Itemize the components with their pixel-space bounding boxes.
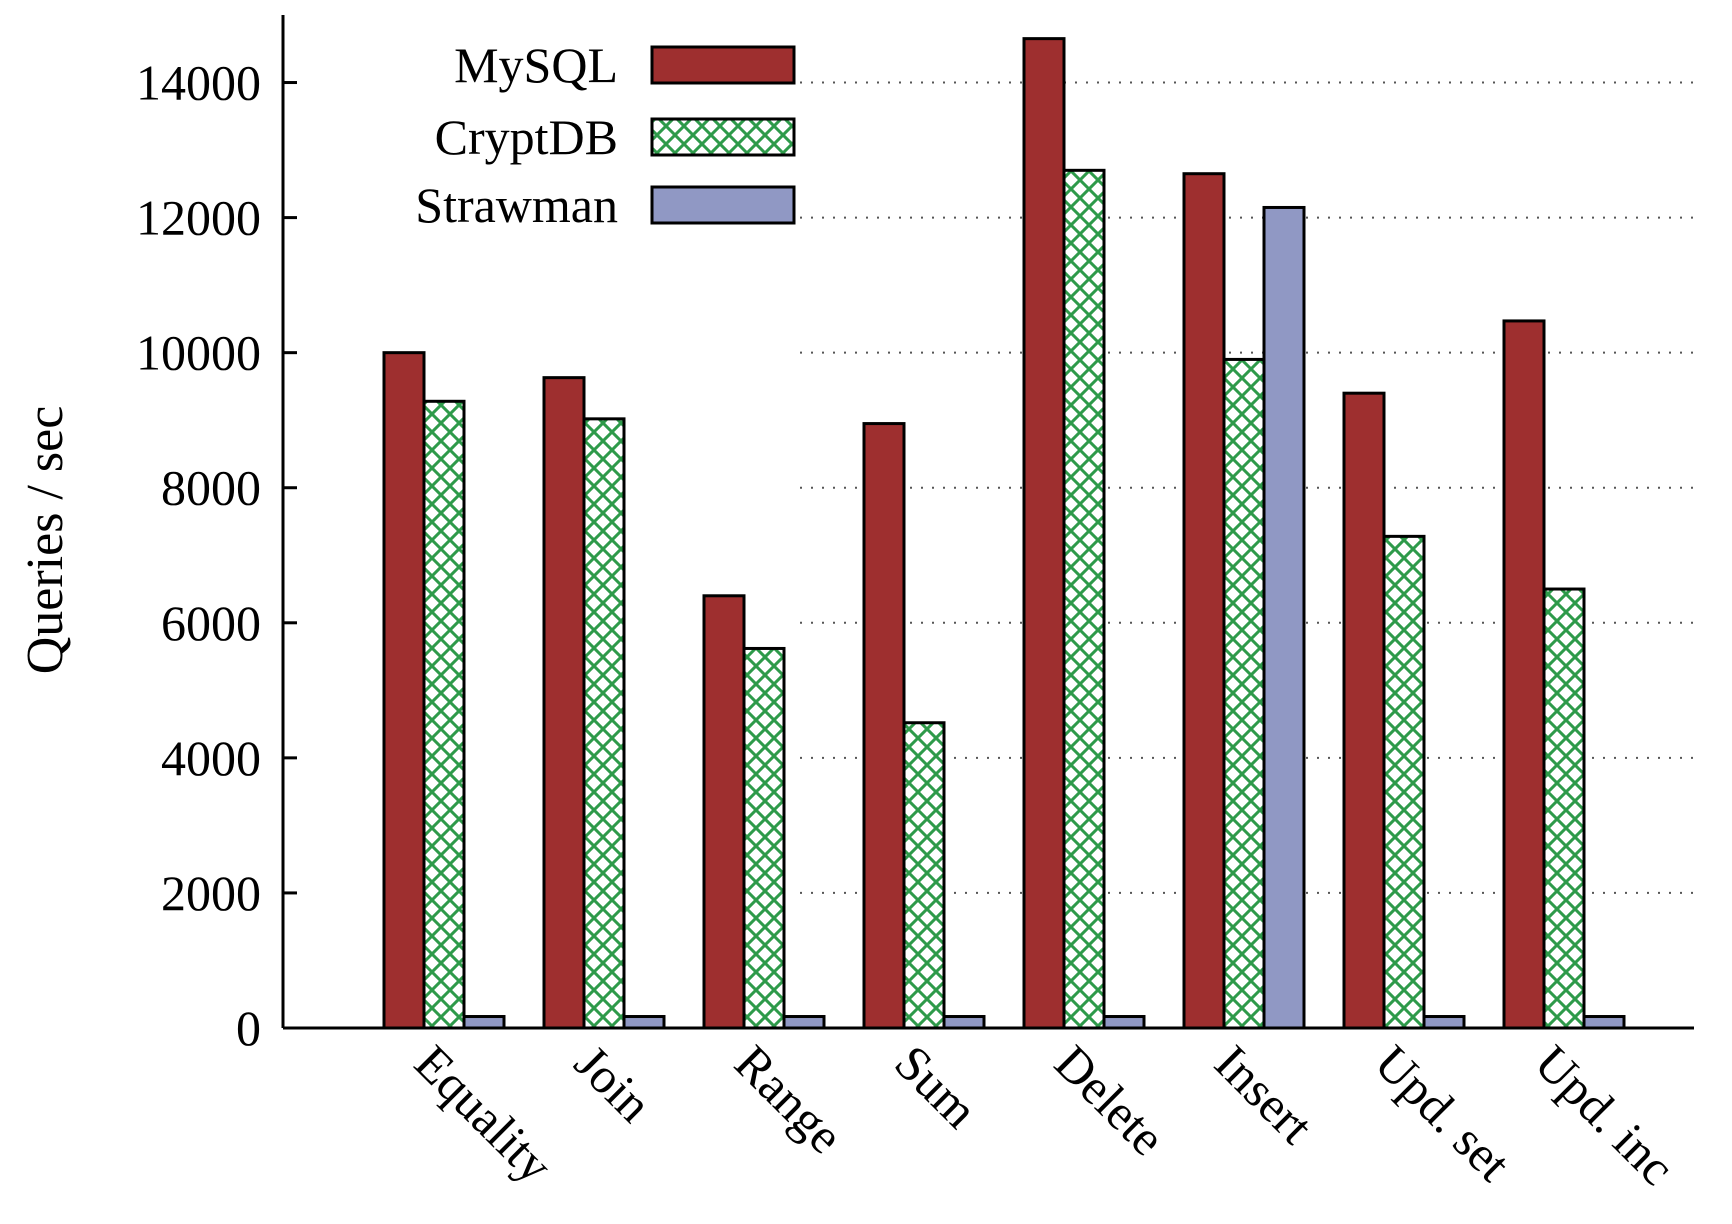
x-category-label: Delete <box>1044 1034 1176 1166</box>
y-tick-label: 0 <box>236 1000 261 1056</box>
y-axis-title: Queries / sec <box>17 406 74 675</box>
legend-swatch-cryptdb <box>650 117 796 157</box>
bar-strawman-sum <box>942 1015 986 1030</box>
legend-label-mysql: MySQL <box>454 37 618 93</box>
legend-swatch-mysql <box>650 45 796 85</box>
x-axis-category-labels: Equality Join Range Sum Delete Insert Upd. set… <box>404 1034 1685 1195</box>
bar-mysql-upd-inc <box>1502 319 1546 1030</box>
x-category-label: Sum <box>884 1034 989 1139</box>
bar-cryptdb-insert <box>1222 357 1266 1030</box>
bar-strawman-insert <box>1262 205 1306 1030</box>
bar-cryptdb-upd-set <box>1382 534 1426 1030</box>
bars <box>382 37 1626 1030</box>
legend-swatch-strawman <box>650 185 796 225</box>
bar-strawman-equality <box>462 1015 506 1030</box>
x-category-label: Upd. set <box>1364 1034 1522 1192</box>
bar-mysql-sum <box>862 422 906 1030</box>
bar-strawman-upd-inc <box>1582 1015 1626 1030</box>
bar-strawman-join <box>622 1015 666 1030</box>
x-category-label: Upd. inc <box>1524 1034 1685 1195</box>
x-category-label: Range <box>724 1034 854 1164</box>
bar-strawman-delete <box>1102 1015 1146 1030</box>
bar-cryptdb-delete <box>1062 168 1106 1030</box>
y-axis-ticks: 0 2000 4000 6000 8000 10000 12000 14000 <box>136 55 297 1056</box>
legend: MySQL CryptDB Strawman <box>415 37 796 233</box>
y-tick-label: 10000 <box>136 325 261 381</box>
legend-label-strawman: Strawman <box>415 177 618 233</box>
bar-mysql-delete <box>1022 37 1066 1030</box>
bar-mysql-equality <box>382 351 426 1030</box>
y-tick-label: 2000 <box>161 865 261 921</box>
x-category-label: Insert <box>1204 1034 1324 1154</box>
bar-mysql-range <box>702 594 746 1030</box>
bar-cryptdb-equality <box>422 399 466 1030</box>
axes <box>281 15 1694 1030</box>
bar-cryptdb-sum <box>902 721 946 1030</box>
bar-mysql-upd-set <box>1342 391 1386 1030</box>
bar-mysql-insert <box>1182 172 1226 1030</box>
bar-cryptdb-upd-inc <box>1542 587 1586 1030</box>
legend-label-cryptdb: CryptDB <box>435 109 618 165</box>
bar-mysql-join <box>542 376 586 1030</box>
bar-cryptdb-join <box>582 417 626 1030</box>
y-tick-label: 6000 <box>161 595 261 651</box>
y-tick-label: 8000 <box>161 460 261 516</box>
bar-strawman-range <box>782 1015 826 1030</box>
y-tick-label: 12000 <box>136 190 261 246</box>
bar-strawman-upd-set <box>1422 1015 1466 1030</box>
x-category-label: Join <box>564 1034 663 1133</box>
y-tick-label: 4000 <box>161 730 261 786</box>
y-tick-label: 14000 <box>136 55 261 111</box>
bar-cryptdb-range <box>742 646 786 1030</box>
x-category-label: Equality <box>404 1034 563 1193</box>
